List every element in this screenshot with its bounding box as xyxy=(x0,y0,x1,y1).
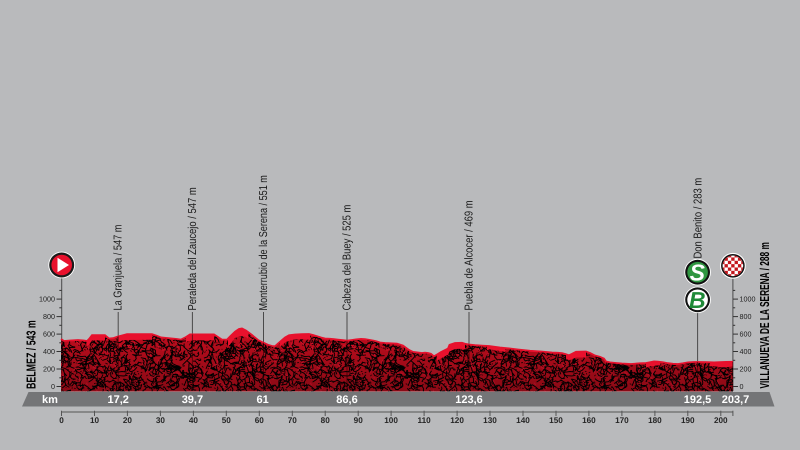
svg-text:1000: 1000 xyxy=(740,295,756,304)
svg-text:150: 150 xyxy=(549,416,563,425)
svg-text:17,2: 17,2 xyxy=(107,394,128,406)
svg-text:180: 180 xyxy=(648,416,662,425)
svg-text:BELMEZ / 543 m: BELMEZ / 543 m xyxy=(24,320,39,389)
svg-text:140: 140 xyxy=(516,416,530,425)
svg-text:Puebla de Alcocer / 469 m: Puebla de Alcocer / 469 m xyxy=(464,200,476,310)
svg-text:50: 50 xyxy=(222,416,232,425)
svg-text:Monterrubio de la Serena / 551: Monterrubio de la Serena / 551 m xyxy=(258,175,270,310)
svg-text:400: 400 xyxy=(740,347,752,356)
svg-text:61: 61 xyxy=(256,394,268,406)
svg-text:Cabeza del Buey / 525 m: Cabeza del Buey / 525 m xyxy=(342,205,354,311)
svg-text:800: 800 xyxy=(740,312,752,321)
svg-text:10: 10 xyxy=(90,416,100,425)
svg-text:600: 600 xyxy=(740,330,752,339)
svg-text:90: 90 xyxy=(354,416,364,425)
svg-text:120: 120 xyxy=(450,416,464,425)
svg-text:200: 200 xyxy=(714,416,728,425)
svg-text:VILLANUEVA DE LA SERENA / 288: VILLANUEVA DE LA SERENA / 288 m xyxy=(757,242,772,388)
svg-text:70: 70 xyxy=(288,416,298,425)
svg-text:170: 170 xyxy=(615,416,629,425)
svg-text:800: 800 xyxy=(43,312,55,321)
svg-text:190: 190 xyxy=(681,416,695,425)
svg-text:km: km xyxy=(42,394,58,406)
svg-text:86,6: 86,6 xyxy=(336,394,357,406)
svg-text:20: 20 xyxy=(123,416,133,425)
svg-text:30: 30 xyxy=(156,416,166,425)
svg-text:0: 0 xyxy=(51,382,55,391)
svg-text:400: 400 xyxy=(43,347,55,356)
svg-text:60: 60 xyxy=(255,416,265,425)
svg-text:0: 0 xyxy=(740,382,744,391)
svg-text:80: 80 xyxy=(321,416,331,425)
svg-text:100: 100 xyxy=(384,416,398,425)
svg-text:123,6: 123,6 xyxy=(455,394,483,406)
svg-text:203,7: 203,7 xyxy=(722,394,750,406)
svg-text:192,5: 192,5 xyxy=(684,394,712,406)
svg-text:160: 160 xyxy=(582,416,596,425)
svg-text:Peraleda del Zaucejo / 547 m: Peraleda del Zaucejo / 547 m xyxy=(187,187,199,310)
svg-text:130: 130 xyxy=(483,416,497,425)
svg-text:110: 110 xyxy=(417,416,431,425)
svg-text:600: 600 xyxy=(43,330,55,339)
svg-text:Don Benito / 283 m: Don Benito / 283 m xyxy=(693,178,705,259)
svg-text:1000: 1000 xyxy=(39,295,55,304)
svg-text:39,7: 39,7 xyxy=(182,394,203,406)
svg-text:200: 200 xyxy=(43,365,55,374)
svg-text:0: 0 xyxy=(59,416,64,425)
svg-text:La Granjuela / 547 m: La Granjuela / 547 m xyxy=(113,225,125,311)
svg-text:40: 40 xyxy=(189,416,199,425)
svg-text:200: 200 xyxy=(740,365,752,374)
